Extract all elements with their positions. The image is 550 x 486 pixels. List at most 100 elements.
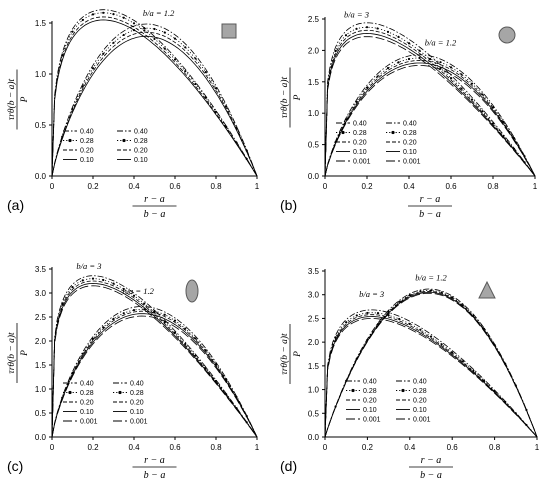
legend-marker	[118, 390, 122, 395]
series-marker	[102, 52, 105, 55]
series-marker	[376, 27, 379, 30]
x-axis-label-numerator: r − a	[144, 455, 165, 466]
series-marker	[184, 46, 187, 49]
series-line	[324, 62, 536, 177]
ratio-annotation: b/a = 1.2	[143, 8, 175, 18]
legend-marker	[68, 138, 72, 143]
x-tick-label: 0	[50, 182, 55, 191]
y-tick-label: 1.5	[308, 362, 320, 371]
y-tick-label: 1.5	[35, 361, 47, 370]
series-marker	[132, 308, 136, 312]
legend-label: 0.20	[363, 398, 377, 405]
legend-label: 0.28	[80, 138, 94, 145]
x-axis-label-denominator: b − a	[419, 209, 441, 220]
y-axis-label: τrθ(b − a)t P	[6, 323, 30, 383]
legend-label: 0.10	[130, 409, 144, 416]
y-tick-label: 3.5	[308, 267, 320, 276]
series-marker	[398, 300, 401, 303]
legend-marker	[391, 130, 395, 135]
series-line	[51, 16, 258, 177]
series-marker	[143, 29, 146, 32]
y-tick-label: 2.5	[308, 15, 320, 24]
y-axis-label-denominator: P	[293, 94, 303, 101]
series-marker	[91, 67, 95, 70]
y-tick-label: 0.0	[35, 433, 47, 442]
series-marker	[132, 22, 136, 25]
series-marker	[407, 42, 411, 45]
series-line	[324, 57, 536, 177]
series-marker	[163, 313, 166, 316]
y-tick-label: 0.5	[35, 409, 47, 418]
series-marker	[153, 37, 156, 41]
legend-label: 0.10	[363, 407, 377, 414]
series-line	[324, 312, 538, 438]
legend-label: 0.28	[403, 130, 417, 137]
series-marker	[143, 308, 146, 311]
x-tick-label: 0.8	[210, 443, 222, 452]
y-tick-label: 2.5	[308, 314, 320, 323]
series-marker	[365, 86, 369, 89]
y-tick-label: 1.5	[308, 78, 320, 87]
y-axis-label-denominator: P	[20, 350, 30, 357]
series-line	[51, 313, 258, 438]
series-marker	[470, 98, 474, 101]
series-line	[324, 309, 538, 438]
series-marker	[386, 30, 390, 33]
series-marker	[132, 294, 136, 297]
series-marker	[184, 327, 187, 330]
square-shape-icon	[221, 23, 237, 39]
series-marker	[429, 289, 433, 292]
y-tick-label: 2.5	[35, 313, 47, 322]
series-marker	[345, 321, 348, 324]
series-marker	[122, 312, 125, 315]
series-line	[51, 19, 258, 177]
x-tick-label: 0.6	[169, 443, 181, 452]
series-marker	[481, 93, 484, 96]
x-tick-label: 1	[535, 443, 540, 452]
y-tick-label: 2.0	[35, 337, 47, 346]
series-marker	[194, 337, 197, 340]
legend-label: 0.20	[353, 140, 367, 147]
y-axis-label: τrθ(b − a)t P	[6, 69, 30, 130]
series-marker	[122, 16, 125, 19]
legend-label: 0.10	[80, 409, 94, 416]
legend-label: 0.20	[403, 140, 417, 147]
series-line	[51, 310, 258, 438]
legend-label: 0.28	[130, 390, 144, 397]
legend-label: 0.28	[363, 388, 377, 395]
y-tick-label: 2.0	[308, 338, 320, 347]
chart-panel-d: 0 0.2 0.4 0.6 0.8 1 0.0 0.5 1.0 1.5 2.0 2.5 3.0 3.5 τr…	[279, 267, 540, 481]
series-line	[51, 285, 258, 438]
ratio-annotation: b/a = 1.2	[415, 272, 447, 282]
y-tick-label: 1.0	[308, 386, 320, 395]
legend: 0.40 0.28 0.20 0.10 0.40 0.28 0.20 0.10	[63, 129, 148, 164]
legend-label: 0.40	[413, 379, 427, 386]
series-marker	[91, 13, 95, 16]
series-marker	[439, 61, 442, 64]
series-marker	[429, 335, 433, 338]
series-marker	[344, 34, 348, 37]
x-tick-label: 0.4	[404, 443, 416, 452]
legend-label: 0.10	[134, 157, 148, 164]
x-tick-label: 0.4	[403, 182, 415, 191]
x-tick-label: 0	[323, 182, 328, 191]
series-marker	[112, 41, 115, 44]
series-marker	[81, 85, 84, 88]
series-marker	[418, 49, 421, 52]
series-marker	[102, 326, 105, 329]
x-axis-label-numerator: r − a	[421, 455, 442, 466]
series-marker	[418, 56, 421, 60]
series-marker	[334, 336, 337, 339]
series-marker	[204, 71, 207, 74]
series-line	[324, 314, 538, 438]
y-tick-label: 3.0	[35, 289, 47, 298]
x-tick-label: 0	[50, 443, 55, 452]
y-tick-label: 0.5	[308, 409, 320, 418]
series-line	[51, 31, 258, 177]
legend-label: 0.40	[134, 129, 148, 136]
series-line	[51, 27, 258, 177]
x-axis-label: r − a b − a	[132, 194, 177, 220]
x-axis-label-numerator: r − a	[144, 194, 165, 205]
series-marker	[472, 369, 475, 372]
